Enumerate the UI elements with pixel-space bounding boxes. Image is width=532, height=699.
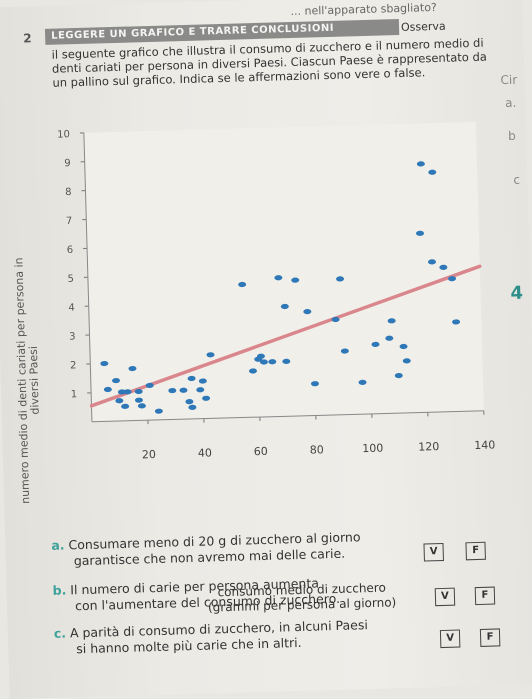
x-tick-label: 120 (418, 440, 439, 454)
y-tick-label: 4 (68, 303, 75, 314)
x-tick-label: 100 (362, 442, 383, 456)
false-checkbox-a[interactable]: F (465, 542, 485, 561)
true-checkbox-a[interactable]: V (423, 543, 443, 562)
previous-question-fragment: ... nell'apparato sbagliato? (290, 1, 437, 18)
true-checkbox-b[interactable]: V (435, 588, 455, 607)
chart-plot-area: 1 2 3 4 5 6 7 8 9 10 20 40 60 80 100 120 140 (0, 104, 532, 539)
statement-letter: a. (51, 538, 65, 553)
x-tick-label: 20 (142, 448, 156, 461)
x-tick-label: 140 (474, 438, 495, 452)
true-checkbox-c[interactable]: V (440, 630, 460, 649)
y-tick-label: 7 (66, 216, 73, 227)
statement-letter: b. (52, 583, 66, 598)
y-tick-label: 2 (70, 360, 77, 371)
exercise-title-continuation: Osserva (401, 20, 446, 34)
y-tick-label: 1 (71, 389, 78, 400)
margin-page-number: 4 (510, 283, 523, 304)
y-tick-label: 8 (65, 187, 72, 198)
plot-background (84, 122, 484, 422)
scatter-chart: numero medio di denti cariati per person… (0, 104, 532, 539)
margin-note: Cir (500, 73, 517, 87)
false-checkbox-c[interactable]: F (480, 628, 500, 647)
x-tick-label: 40 (198, 446, 212, 459)
y-tick-label: 6 (67, 245, 74, 256)
y-tick-label: 3 (69, 331, 76, 342)
x-tick-label: 60 (254, 445, 268, 458)
x-tick-label: 80 (310, 443, 324, 456)
false-checkbox-b[interactable]: F (475, 587, 495, 606)
y-tick-label: 9 (64, 158, 71, 169)
statement-letter: c. (54, 626, 67, 641)
y-tick-label: 5 (67, 274, 74, 285)
y-tick-label: 10 (57, 129, 70, 140)
statement-c: c. A parità di consumo di zucchero, in a… (54, 617, 369, 658)
exercise-instructions: il seguente grafico che illustra il cons… (51, 35, 492, 89)
exercise-number: 2 (23, 31, 32, 45)
